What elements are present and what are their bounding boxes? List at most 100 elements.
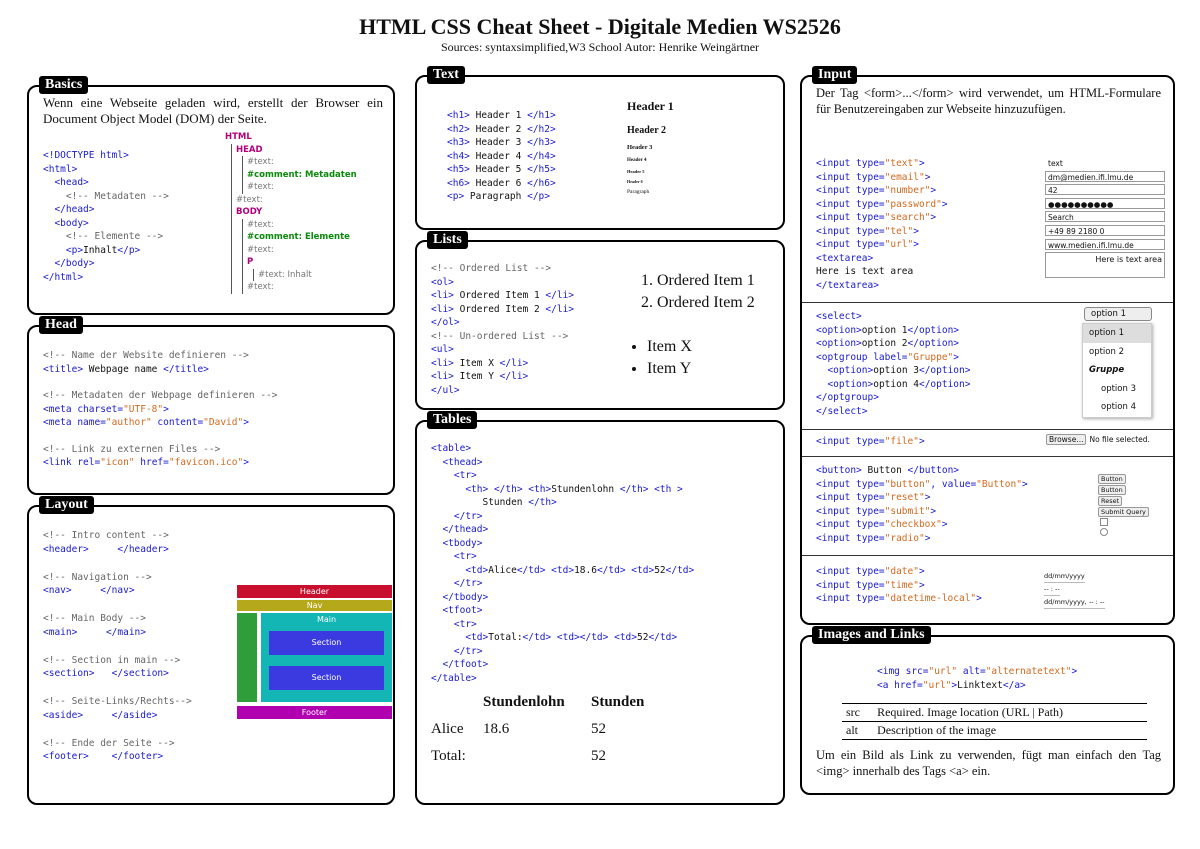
- code-line: <!-- Metadaten -->: [43, 190, 169, 204]
- code-line: </ul>: [431, 384, 574, 398]
- code-token: </body>: [54, 258, 95, 269]
- code-token: </li>: [499, 357, 529, 369]
- code-line: Stunden </th>: [431, 496, 694, 510]
- code-line: </select>: [816, 405, 970, 419]
- code-line: <table>: [431, 442, 694, 456]
- code-token: <table>: [431, 443, 472, 454]
- code-line: <thead>: [431, 456, 694, 470]
- select-dropdown: option 1 option 2 Gruppe option 3 option 4: [1082, 323, 1152, 418]
- code-line: </ol>: [431, 316, 574, 330]
- code-token: <td>: [465, 564, 489, 576]
- code-line: <ul>: [431, 343, 574, 357]
- list-item: Ordered Item 2: [657, 292, 755, 314]
- code-token: [43, 245, 66, 256]
- code-token: <!-- Metadaten -->: [43, 190, 169, 202]
- dom-node: #text:: [242, 218, 357, 231]
- code-token: <td></td>: [556, 632, 609, 643]
- code-token: </td>: [648, 632, 678, 643]
- code-line: </tbody>: [431, 591, 694, 605]
- code-token: <!-- Main Body -->: [43, 613, 146, 624]
- code-token: </html>: [43, 271, 84, 283]
- code-token: <h4>: [447, 150, 470, 162]
- code-token: </tr>: [453, 578, 483, 589]
- code-token: Ordered Item 2: [453, 303, 546, 315]
- page-subtitle: Sources: syntaxsimplified,W3 School Auto…: [440, 40, 760, 54]
- code-line: <!-- Name der Website definieren -->: [43, 349, 278, 363]
- code-token: </a>: [1002, 679, 1026, 691]
- heading-sample: Header 2: [627, 125, 666, 136]
- code-token: <footer>: [43, 751, 89, 762]
- code-group: <!-- Link zu externen Files --> <link rel…: [43, 443, 278, 470]
- code-token: <!-- Seite-Links/Rechts-->: [43, 696, 192, 707]
- code-block: <img src="url" alt="alternatetext"> <a hr…: [877, 665, 1077, 692]
- code-token: </option>: [907, 324, 960, 336]
- dom-label: #text:: [247, 182, 274, 192]
- section-box: Layout <!-- Intro content --> <header> </h…: [27, 496, 395, 805]
- code-token: <!-- Metadaten der Webpage definieren --…: [43, 390, 278, 401]
- code-token: <input type=: [816, 212, 885, 223]
- code-token: "favicon.ico": [168, 457, 244, 468]
- code-line: <li> Ordered Item 1 </li>: [431, 289, 574, 303]
- code-token: <!-- Link zu externen Files -->: [43, 443, 221, 455]
- code-token: <input type=: [816, 593, 885, 604]
- code-token: Alice: [488, 564, 517, 576]
- select-box: option 1: [1084, 307, 1152, 321]
- file-button: Browse...: [1046, 434, 1087, 445]
- diagram-header: Header: [237, 585, 392, 598]
- code-token: Header 5: [469, 164, 528, 175]
- code-line: <main> </main>: [43, 626, 192, 640]
- code-token: <meta charset=: [43, 403, 124, 415]
- code-line: <input type="reset">: [816, 491, 1028, 505]
- code-token: <main>: [43, 626, 78, 638]
- code-token: <!-- Un-ordered List -->: [431, 330, 569, 342]
- dom-label: #text:: [247, 244, 274, 255]
- code-line: <li> Ordered Item 2 </li>: [431, 303, 574, 317]
- code-token: </table>: [431, 672, 477, 684]
- code-block: <h1> Header 1 </h1> <h2> Header 2 </h2> <h…: [447, 109, 556, 204]
- code-group: <!-- Ende der Seite --> <footer> </footer…: [43, 737, 192, 764]
- code-token: >: [243, 457, 249, 468]
- code-token: <li>: [431, 303, 454, 315]
- code-token: [431, 538, 442, 549]
- dom-label: #text:: [247, 282, 274, 292]
- code-token: Webpage name: [83, 363, 164, 375]
- diagram-main-label: Main: [316, 615, 337, 624]
- code-token: <aside>: [43, 709, 84, 721]
- button-sample: Reset: [1098, 496, 1123, 506]
- code-line: <td>Total:</td> <td></td> <td>52</td>: [431, 631, 694, 645]
- code-line: <option>option 4</option>: [816, 378, 970, 392]
- code-token: Header 2: [469, 123, 528, 135]
- code-token: Here is text area: [816, 266, 914, 277]
- code-line: <input type="file">: [816, 435, 925, 449]
- dom-label: HEAD: [236, 144, 263, 155]
- code-token: >: [1021, 478, 1028, 490]
- code-line: <optgroup label="Gruppe">: [816, 351, 970, 365]
- code-token: </aside>: [111, 709, 158, 721]
- code-token: </main>: [105, 626, 146, 638]
- dom-label: #text: Inhalt: [258, 269, 312, 280]
- code-line: </body>: [43, 257, 169, 271]
- code-line: <td>Alice</td> <td>18.6</td> <td>52</td>: [431, 564, 694, 578]
- code-token: Total:: [488, 632, 523, 643]
- code-token: <tfoot>: [442, 605, 483, 616]
- separator: [802, 555, 1173, 556]
- code-token: >: [924, 532, 931, 544]
- code-token: "alternatetext": [985, 666, 1072, 677]
- code-token: <button>: [816, 465, 862, 476]
- code-token: [89, 751, 112, 762]
- code-token: [431, 457, 442, 468]
- code-token: Stundenlohn: [551, 483, 620, 495]
- code-line: <input type="url">: [816, 238, 948, 252]
- code-line: <th> </th> <th>Stundenlohn </th> <th >: [431, 483, 694, 497]
- code-group: <!-- Intro content --> <header> </header>: [43, 529, 192, 556]
- section-title: Input: [812, 66, 858, 84]
- code-token: Item Y: [453, 371, 500, 382]
- file-preview: Browse... No file selected.: [1046, 434, 1150, 445]
- attr-cell: Description of the image: [877, 723, 997, 737]
- code-token: </head>: [54, 204, 95, 215]
- code-token: </tfoot>: [442, 659, 489, 670]
- code-token: >: [913, 225, 919, 237]
- code-token: <h5>: [447, 164, 470, 175]
- code-group: <!-- Navigation --> <nav> </nav>: [43, 571, 192, 598]
- code-token: [816, 365, 827, 376]
